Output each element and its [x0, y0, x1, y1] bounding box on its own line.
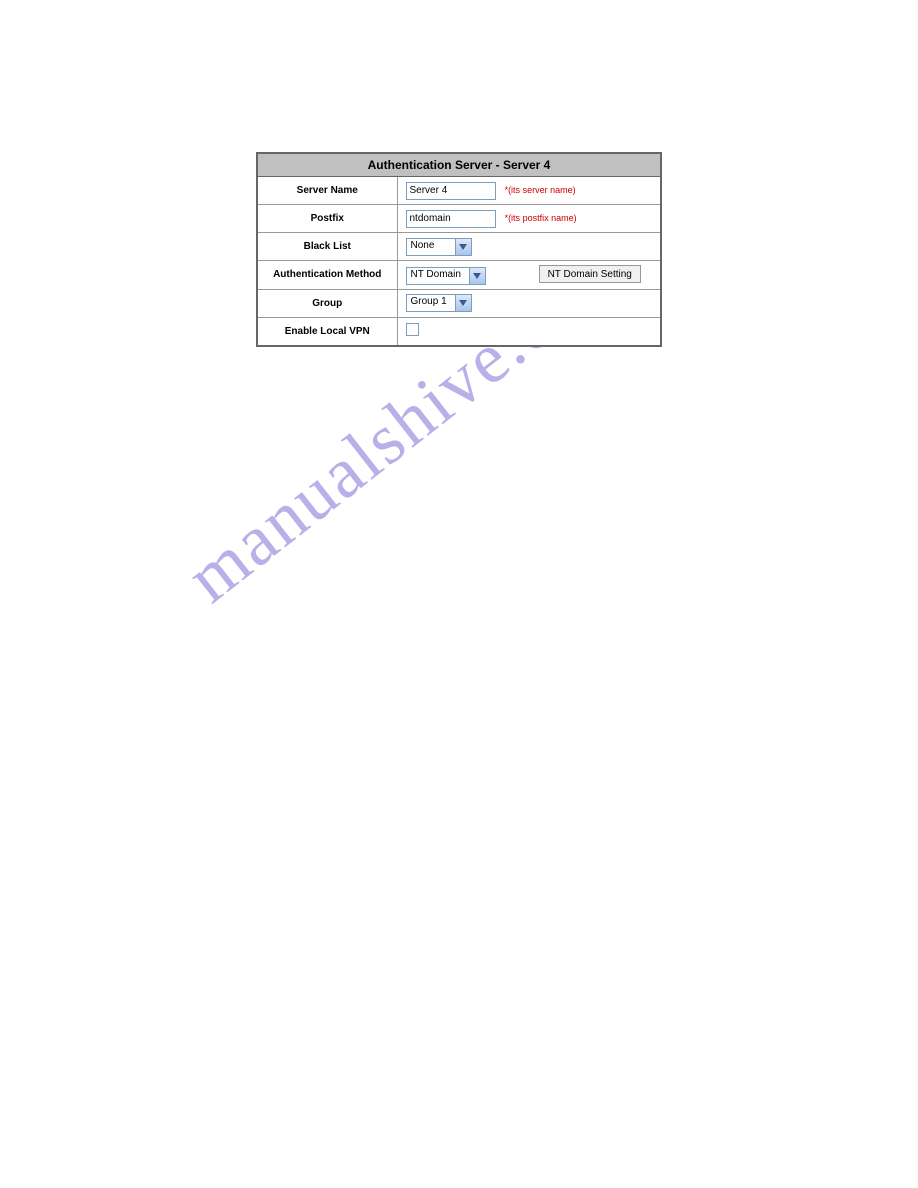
postfix-cell: *(its postfix name): [397, 205, 661, 233]
auth-method-cell: NT Domain NT Domain Setting: [397, 261, 661, 290]
config-panel: Authentication Server - Server 4 Server …: [256, 152, 662, 347]
enable-vpn-label: Enable Local VPN: [257, 317, 397, 346]
auth-method-selected: NT Domain: [407, 268, 469, 284]
group-selected: Group 1: [407, 295, 455, 311]
blacklist-cell: None: [397, 233, 661, 261]
postfix-input[interactable]: [406, 210, 496, 228]
auth-method-label: Authentication Method: [257, 261, 397, 290]
chevron-down-icon: [455, 239, 471, 255]
enable-vpn-cell: [397, 317, 661, 346]
group-label: Group: [257, 289, 397, 317]
blacklist-selected: None: [407, 239, 455, 255]
nt-domain-setting-button[interactable]: NT Domain Setting: [539, 265, 641, 283]
server-name-cell: *(its server name): [397, 177, 661, 205]
chevron-down-icon: [455, 295, 471, 311]
server-name-label: Server Name: [257, 177, 397, 205]
postfix-hint: *(its postfix name): [505, 213, 577, 223]
table-title: Authentication Server - Server 4: [257, 153, 661, 177]
chevron-down-icon: [469, 268, 485, 284]
group-select[interactable]: Group 1: [406, 294, 472, 312]
enable-vpn-checkbox[interactable]: [406, 323, 419, 336]
blacklist-label: Black List: [257, 233, 397, 261]
auth-method-select[interactable]: NT Domain: [406, 267, 486, 285]
auth-server-table: Authentication Server - Server 4 Server …: [256, 152, 662, 347]
blacklist-select[interactable]: None: [406, 238, 472, 256]
postfix-label: Postfix: [257, 205, 397, 233]
server-name-hint: *(its server name): [505, 185, 576, 195]
server-name-input[interactable]: [406, 182, 496, 200]
group-cell: Group 1: [397, 289, 661, 317]
